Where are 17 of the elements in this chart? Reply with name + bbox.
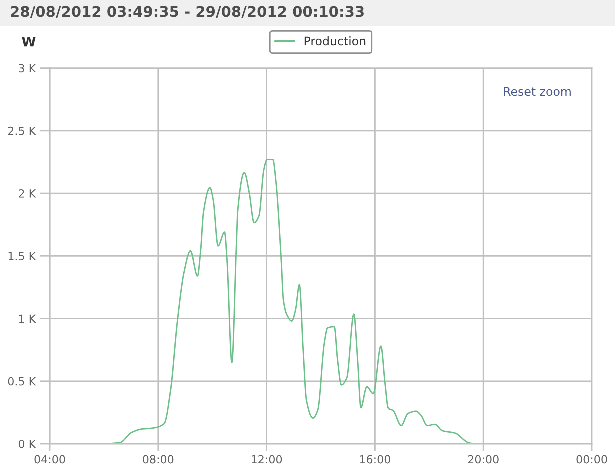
y-axis-title: W <box>22 37 36 47</box>
y-tick-label: 0.5 K <box>8 377 36 386</box>
annotation: Reset zoom <box>504 87 571 96</box>
x-tick-label: 20:00 <box>468 455 499 464</box>
x-tick-label: 04:00 <box>34 455 66 464</box>
y-tick-label: 1 K <box>19 314 36 323</box>
y-tick-label: 3 K <box>19 64 36 73</box>
x-tick-label: 12:00 <box>252 455 282 464</box>
y-tick-label: 2 K <box>19 190 36 198</box>
y-tick-label: 1.5 K <box>8 252 36 261</box>
chart-title: 28/08/2012 03:49:35 - 29/08/2012 00:10:33 <box>11 6 364 18</box>
x-tick-label: 08:00 <box>143 455 174 464</box>
legend-label: Production <box>304 36 366 46</box>
y-tick-label: 2.5 K <box>8 126 36 136</box>
y-tick-label: 0 K <box>18 440 36 448</box>
x-tick-label: 00:00 <box>576 455 608 464</box>
x-tick-label: 16:00 <box>360 455 390 464</box>
